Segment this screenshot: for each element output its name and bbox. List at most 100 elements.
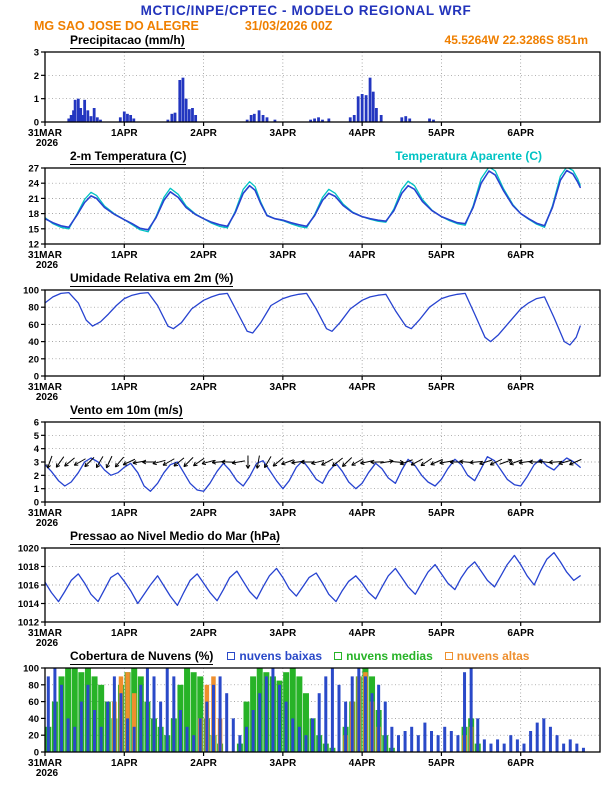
location-label: 45.5264W 22.3286S 851m	[444, 33, 588, 47]
svg-text:1APR: 1APR	[111, 128, 138, 139]
low-clouds-swatch-icon	[227, 652, 236, 660]
svg-text:5APR: 5APR	[428, 382, 455, 393]
legend-item-high-clouds: nuvens altas	[444, 649, 530, 663]
svg-text:1012: 1012	[18, 618, 39, 629]
svg-text:1: 1	[34, 484, 40, 495]
precipitation-title: Precipitacao (mm/h)	[70, 33, 185, 49]
svg-text:2026: 2026	[36, 768, 59, 779]
svg-text:31MAR: 31MAR	[28, 758, 63, 769]
medium-clouds-label: nuvens medias	[346, 649, 433, 663]
medium-clouds-swatch-icon	[334, 652, 343, 660]
svg-text:4: 4	[34, 444, 40, 455]
cloud-cover-title: Cobertura de Nuvens (%)	[70, 649, 214, 665]
svg-text:0: 0	[34, 748, 39, 759]
svg-text:12: 12	[28, 240, 39, 251]
svg-text:2APR: 2APR	[190, 128, 217, 139]
svg-text:4APR: 4APR	[349, 128, 376, 139]
svg-text:3APR: 3APR	[270, 128, 297, 139]
panel-temperature: 2-m Temperatura (C) Temperatura Aparente…	[0, 149, 612, 271]
svg-text:2APR: 2APR	[190, 628, 217, 639]
svg-text:2APR: 2APR	[190, 758, 217, 769]
cloud-legend: nuvens baixas nuvens medias nuvens altas	[227, 649, 529, 663]
svg-text:5APR: 5APR	[428, 250, 455, 261]
svg-text:6APR: 6APR	[507, 382, 534, 393]
low-clouds-label: nuvens baixas	[239, 649, 323, 663]
svg-text:100: 100	[23, 664, 39, 675]
svg-text:0: 0	[34, 372, 39, 383]
page-title: MCTIC/INPE/CPTEC - MODELO REGIONAL WRF	[140, 3, 472, 18]
svg-text:31MAR: 31MAR	[28, 128, 63, 139]
svg-text:1020: 1020	[18, 544, 39, 555]
svg-text:3APR: 3APR	[270, 250, 297, 261]
svg-text:6APR: 6APR	[507, 250, 534, 261]
svg-text:31MAR: 31MAR	[28, 628, 63, 639]
svg-text:0: 0	[34, 498, 39, 509]
svg-text:4APR: 4APR	[349, 250, 376, 261]
svg-text:4APR: 4APR	[349, 382, 376, 393]
svg-text:2APR: 2APR	[190, 508, 217, 519]
panel-precipitation: Precipitacao (mm/h) 45.5264W 22.3286S 85…	[0, 33, 612, 149]
temperature-title-row: 2-m Temperatura (C) Temperatura Aparente…	[0, 149, 612, 165]
svg-text:2026: 2026	[36, 392, 59, 403]
svg-text:3APR: 3APR	[270, 758, 297, 769]
wind-title-row: Vento em 10m (m/s)	[0, 403, 612, 419]
panel-wind: Vento em 10m (m/s) 0 1 2 3 4 5 6 31MAR 2026 1APR 2…	[0, 403, 612, 529]
svg-text:2APR: 2APR	[190, 382, 217, 393]
temperature-title: 2-m Temperatura (C)	[70, 149, 187, 165]
svg-text:80: 80	[28, 680, 39, 691]
svg-text:6APR: 6APR	[507, 508, 534, 519]
svg-text:1APR: 1APR	[111, 508, 138, 519]
svg-text:5APR: 5APR	[428, 628, 455, 639]
high-clouds-label: nuvens altas	[456, 649, 530, 663]
svg-text:31MAR: 31MAR	[28, 250, 63, 261]
station-label: MG SAO JOSE DO ALEGRE	[34, 19, 199, 33]
svg-text:2APR: 2APR	[190, 250, 217, 261]
svg-text:0: 0	[34, 118, 39, 129]
cloud-cover-title-row: Cobertura de Nuvens (%) nuvens baixas nu…	[0, 649, 612, 665]
svg-text:60: 60	[28, 320, 39, 331]
svg-text:18: 18	[28, 209, 39, 220]
high-clouds-swatch-icon	[444, 652, 453, 660]
svg-text:2: 2	[34, 471, 39, 482]
svg-text:21: 21	[28, 194, 39, 205]
svg-text:3APR: 3APR	[270, 628, 297, 639]
svg-text:4APR: 4APR	[349, 628, 376, 639]
svg-text:5APR: 5APR	[428, 508, 455, 519]
pressure-title-row: Pressao ao Nivel Medio do Mar (hPa)	[0, 529, 612, 545]
svg-text:5: 5	[34, 431, 40, 442]
svg-text:2: 2	[34, 71, 39, 82]
svg-text:6APR: 6APR	[507, 758, 534, 769]
wind-title: Vento em 10m (m/s)	[70, 403, 183, 419]
precipitation-title-row: Precipitacao (mm/h) 45.5264W 22.3286S 85…	[0, 33, 612, 49]
svg-text:2026: 2026	[36, 518, 59, 529]
run-datetime-label: 31/03/2026 00Z	[244, 19, 333, 33]
svg-text:3: 3	[34, 48, 39, 59]
humidity-title: Umidade Relativa em 2m (%)	[70, 271, 234, 287]
svg-text:6APR: 6APR	[507, 128, 534, 139]
svg-text:2026: 2026	[36, 638, 59, 649]
svg-text:60: 60	[28, 697, 39, 708]
svg-text:80: 80	[28, 303, 39, 314]
svg-text:15: 15	[28, 224, 39, 235]
svg-text:4APR: 4APR	[349, 758, 376, 769]
svg-text:1018: 1018	[18, 562, 39, 573]
svg-text:1APR: 1APR	[111, 628, 138, 639]
svg-text:3APR: 3APR	[270, 382, 297, 393]
svg-text:1: 1	[34, 94, 40, 105]
panel-cloud-cover: Cobertura de Nuvens (%) nuvens baixas nu…	[0, 649, 612, 779]
legend-item-low-clouds: nuvens baixas	[227, 649, 322, 663]
svg-text:1014: 1014	[18, 599, 40, 610]
svg-text:20: 20	[28, 354, 39, 365]
svg-text:2026: 2026	[36, 138, 59, 149]
svg-text:31MAR: 31MAR	[28, 382, 63, 393]
pressure-title: Pressao ao Nivel Medio do Mar (hPa)	[70, 529, 281, 545]
panel-humidity: Umidade Relativa em 2m (%) 0 20 40 60 80 100 3…	[0, 271, 612, 403]
svg-text:40: 40	[28, 337, 39, 348]
svg-text:100: 100	[23, 286, 39, 297]
